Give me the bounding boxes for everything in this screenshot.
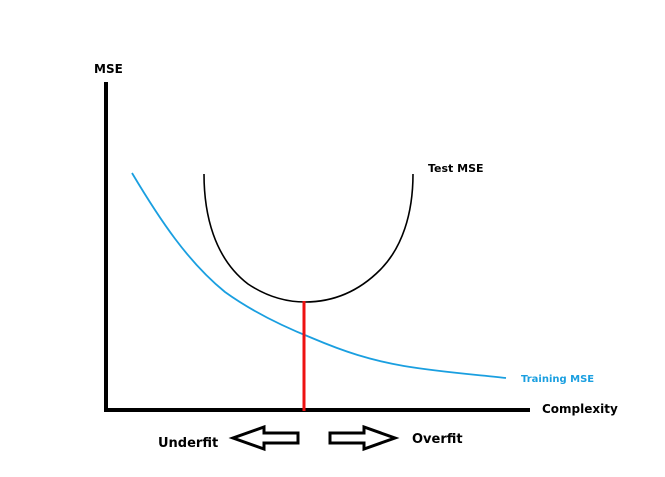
overfit-label: Overfit <box>412 432 463 447</box>
test-mse-label: Test MSE <box>428 162 484 175</box>
test-mse-curve <box>203 173 414 303</box>
underfit-label: Underfit <box>158 436 218 451</box>
right-arrow <box>328 424 400 452</box>
x-axis-label: Complexity <box>542 402 618 416</box>
y-axis-label: MSE <box>94 62 123 76</box>
training-mse-curve <box>131 172 507 379</box>
training-mse-label: Training MSE <box>521 374 594 385</box>
left-arrow <box>228 424 300 452</box>
